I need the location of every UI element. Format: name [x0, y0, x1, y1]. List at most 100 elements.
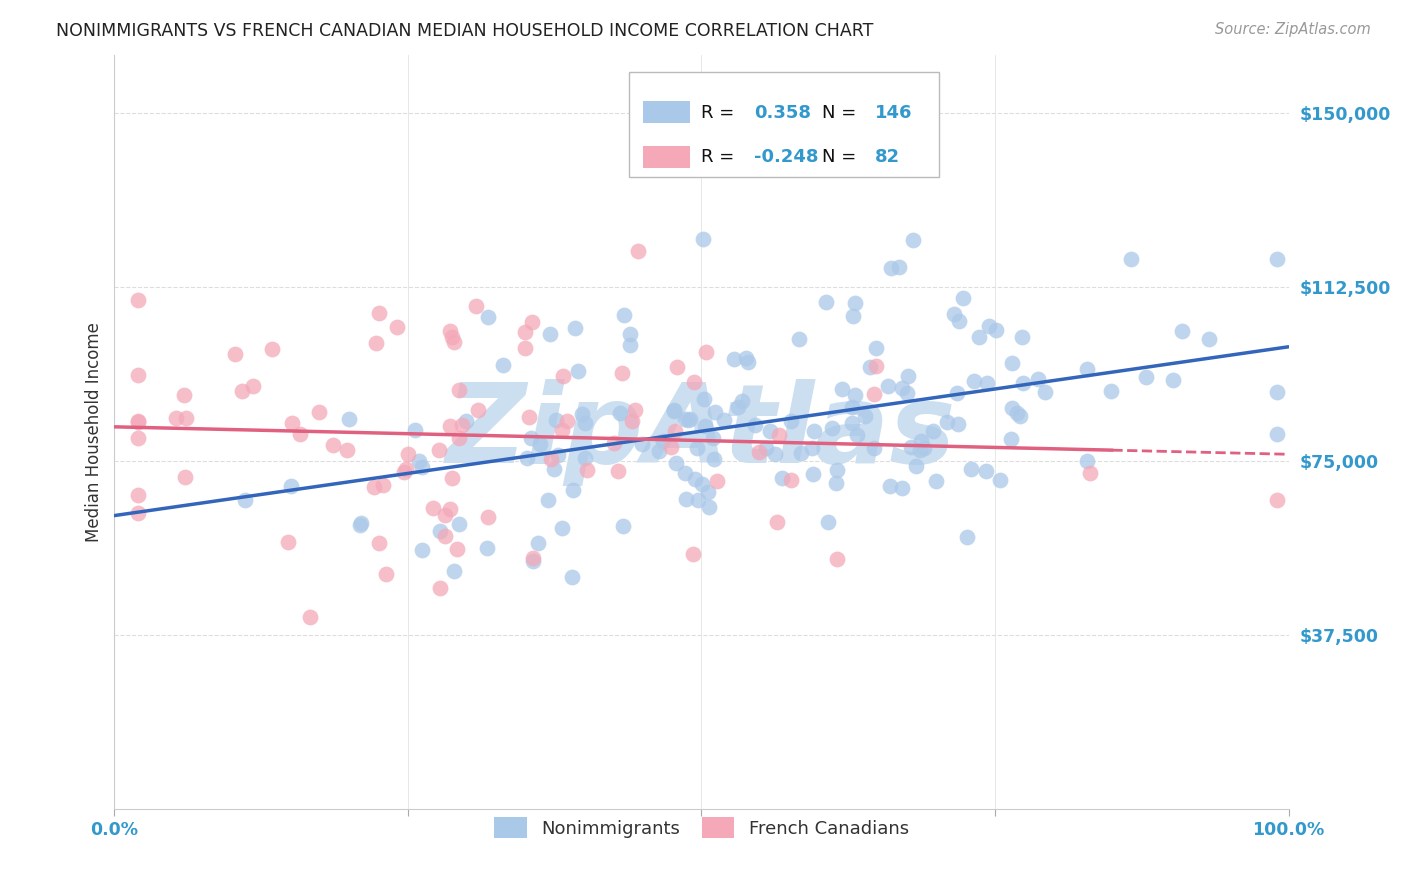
Point: [863, 386, 886, 401]
Point: [696, 484, 718, 499]
Point: [516, 450, 538, 465]
Point: [859, 359, 882, 374]
Point: [405, 423, 427, 437]
Point: [1035, 384, 1057, 399]
Point: [571, 407, 593, 421]
Point: [561, 569, 583, 583]
Point: [683, 375, 706, 389]
Point: [603, 436, 626, 450]
Point: [863, 441, 886, 455]
Point: [224, 346, 246, 360]
Point: [735, 351, 758, 365]
Point: [621, 414, 644, 428]
Point: [385, 319, 408, 334]
Point: [439, 502, 461, 516]
Point: [173, 470, 195, 484]
Point: [1011, 329, 1033, 343]
Point: [451, 418, 474, 433]
Point: [673, 411, 696, 425]
Legend: Nonimmigrants, French Canadians: Nonimmigrants, French Canadians: [486, 810, 915, 846]
Point: [801, 467, 824, 481]
Point: [821, 420, 844, 434]
Point: [844, 296, 866, 310]
Point: [609, 406, 631, 420]
Point: [422, 501, 444, 516]
Point: [652, 434, 675, 448]
Point: [665, 360, 688, 375]
Text: R =: R =: [702, 148, 741, 167]
Point: [547, 448, 569, 462]
Point: [779, 473, 801, 487]
Point: [443, 334, 465, 349]
Point: [731, 394, 754, 409]
Point: [768, 428, 790, 442]
Point: [704, 405, 727, 419]
Point: [543, 462, 565, 476]
Point: [612, 519, 634, 533]
Point: [127, 368, 149, 383]
Point: [1265, 252, 1288, 266]
Point: [441, 471, 464, 485]
Point: [697, 500, 720, 514]
Text: ZipAtlas: ZipAtlas: [446, 378, 956, 485]
Point: [574, 417, 596, 431]
Point: [1076, 453, 1098, 467]
Point: [411, 543, 433, 558]
Point: [664, 424, 686, 438]
Point: [693, 392, 716, 406]
Point: [231, 384, 253, 398]
Point: [803, 424, 825, 438]
Point: [288, 426, 311, 441]
Point: [1078, 466, 1101, 480]
Point: [755, 441, 778, 455]
Point: [520, 431, 543, 445]
Point: [127, 293, 149, 307]
Point: [891, 381, 914, 395]
Point: [550, 521, 572, 535]
Point: [986, 323, 1008, 337]
Point: [429, 581, 451, 595]
Point: [522, 554, 544, 568]
Point: [905, 459, 928, 474]
Point: [619, 338, 641, 352]
Point: [127, 415, 149, 429]
Point: [350, 516, 373, 530]
Point: [744, 417, 766, 432]
Point: [551, 423, 574, 437]
Point: [567, 364, 589, 378]
Point: [1265, 426, 1288, 441]
Point: [865, 359, 887, 373]
Point: [242, 379, 264, 393]
Point: [780, 414, 803, 428]
Point: [887, 260, 910, 274]
Text: N =: N =: [823, 148, 862, 167]
Point: [845, 427, 868, 442]
Point: [427, 442, 450, 457]
Point: [613, 308, 636, 322]
Point: [695, 344, 717, 359]
Point: [675, 492, 697, 507]
Point: [948, 417, 970, 431]
Point: [1163, 373, 1185, 387]
Text: Source: ZipAtlas.com: Source: ZipAtlas.com: [1215, 22, 1371, 37]
Point: [446, 542, 468, 557]
Point: [439, 324, 461, 338]
Point: [900, 440, 922, 454]
Point: [308, 405, 330, 419]
Point: [555, 414, 578, 428]
Point: [367, 536, 389, 550]
Point: [477, 510, 499, 524]
Point: [373, 478, 395, 492]
Point: [891, 481, 914, 495]
Point: [1170, 324, 1192, 338]
Point: [440, 330, 463, 344]
Point: [827, 462, 849, 476]
Point: [1265, 492, 1288, 507]
Point: [447, 516, 470, 531]
Point: [173, 388, 195, 402]
Point: [631, 437, 654, 451]
Text: N =: N =: [823, 103, 862, 121]
Point: [831, 382, 853, 396]
Point: [679, 412, 702, 426]
Point: [529, 436, 551, 450]
